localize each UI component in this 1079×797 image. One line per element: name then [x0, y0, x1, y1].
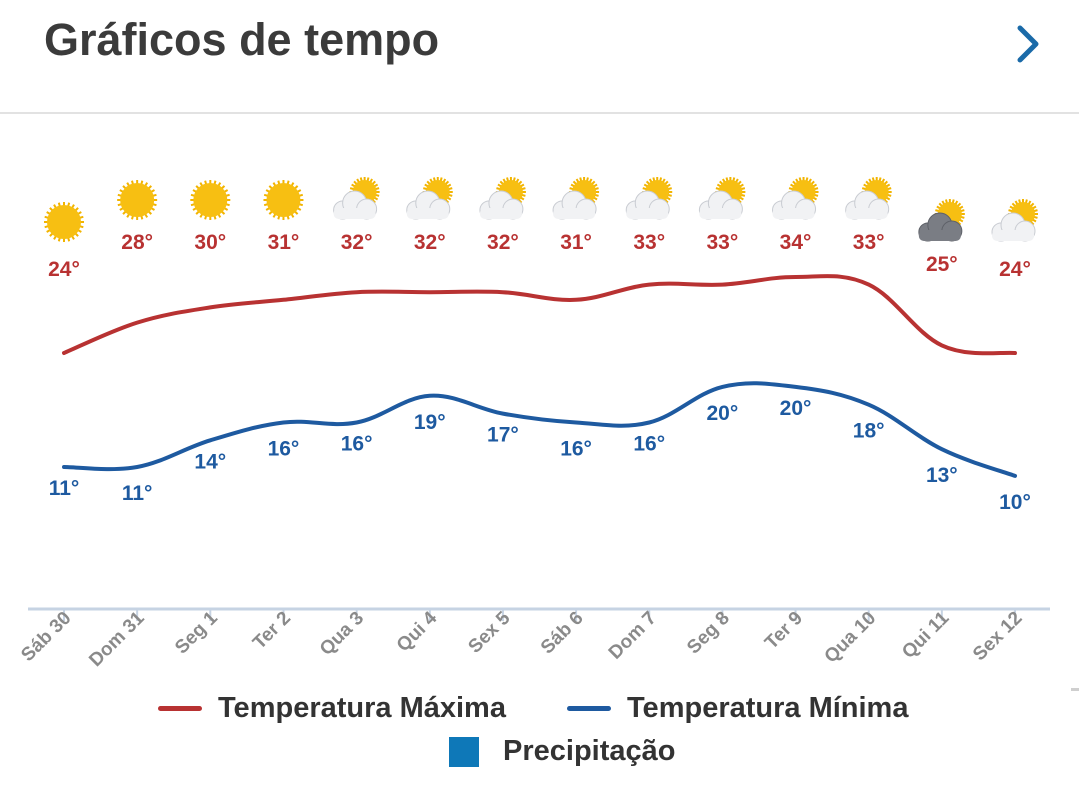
max-temp-label: 32°: [414, 231, 446, 254]
legend-max-line: [158, 706, 202, 711]
x-tick-label: Seg 8: [683, 608, 734, 659]
sun-icon: [190, 180, 231, 220]
legend-min-line: [567, 706, 611, 711]
legend-min-label: Temperatura Mínima: [627, 692, 909, 724]
legend: Temperatura Máxima Temperatura Mínima Pr…: [0, 680, 1079, 790]
x-tick-label: Dom 7: [605, 608, 661, 664]
series-line-max: [62, 274, 1017, 356]
cloud-part-icon: [479, 190, 524, 220]
min-temp-label: 17°: [487, 424, 519, 447]
min-temp-label: 11°: [122, 482, 153, 505]
sun-icon: [44, 202, 84, 242]
x-tick-label: Sex 5: [464, 607, 514, 657]
min-temp-label: 10°: [999, 491, 1031, 514]
max-temp-label: 32°: [487, 231, 519, 254]
series-line-min: [62, 381, 1017, 478]
partly-cloudy-icon: [333, 177, 380, 220]
cloud-part-icon: [991, 212, 1036, 242]
partly-cloudy-icon: [845, 177, 892, 220]
next-button[interactable]: [1010, 22, 1046, 66]
max-temp-label: 33°: [853, 231, 885, 254]
partly-cloudy-icon: [479, 177, 526, 220]
page-title: Gráficos de tempo: [44, 14, 440, 65]
min-temp-label: 20°: [707, 402, 739, 425]
min-temp-label: 16°: [268, 438, 300, 461]
cloud-part-icon: [918, 212, 963, 242]
legend-item-max[interactable]: Temperatura Máxima: [158, 692, 506, 725]
min-temp-label: 20°: [780, 397, 812, 420]
x-tick-label: Sex 12: [969, 608, 1026, 665]
min-temp-label: 19°: [414, 411, 446, 434]
cloud-part-icon: [552, 190, 597, 220]
sun-icon: [117, 180, 158, 220]
cloud-part-icon: [772, 190, 817, 220]
max-temp-label: 31°: [268, 231, 300, 254]
x-tick-label: Dom 31: [85, 607, 149, 671]
weather-chart: Sáb 30 Dom 31 Seg 1 Ter 2 Qua 3 Qui 4 Sex 5 Sáb…: [17, 177, 1050, 671]
legend-item-min[interactable]: Temperatura Mínima: [567, 692, 908, 725]
legend-max-label: Temperatura Máxima: [218, 692, 506, 724]
cloud-part-icon: [625, 190, 670, 220]
min-temp-label: 14°: [194, 450, 226, 473]
cloud-part-icon: [845, 190, 890, 220]
sun-icon: [263, 180, 304, 220]
cloud-part-icon: [698, 190, 743, 220]
x-tick-label: Qui 4: [393, 607, 442, 656]
min-temp-label: 11°: [49, 477, 80, 500]
partly-cloudy-icon: [552, 177, 600, 220]
legend-precip-box: [449, 736, 479, 767]
x-tick-label: Qua 10: [821, 608, 881, 668]
max-temp-label: 30°: [194, 231, 226, 254]
max-temp-label: 32°: [341, 231, 373, 254]
x-tick-label: Qua 3: [316, 608, 368, 660]
max-temp-label: 33°: [633, 231, 665, 254]
chevron-right-icon: [1017, 25, 1039, 63]
max-temp-label: 25°: [926, 253, 958, 276]
max-temp-label: 33°: [707, 231, 739, 254]
min-temp-label: 13°: [926, 464, 958, 487]
cloud-part-icon: [406, 190, 451, 220]
min-temp-label: 18°: [853, 420, 885, 443]
partly-cloudy-icon: [406, 177, 453, 220]
partly-cloudy-icon: [772, 177, 819, 220]
max-temp-label: 28°: [121, 231, 153, 254]
x-tick-label: Seg 1: [171, 607, 222, 658]
legend-precip-label: Precipitação: [503, 735, 676, 767]
x-tick-label: Sáb 30: [17, 608, 75, 666]
min-temp-label: 16°: [560, 438, 592, 461]
cloud-part-icon: [333, 190, 378, 220]
x-tick-label: Ter 9: [761, 608, 807, 654]
header: Gráficos de tempo: [0, 0, 1079, 114]
partly-cloudy-icon: [991, 199, 1038, 242]
min-temp-label: 16°: [341, 433, 373, 456]
x-tick-label: Sáb 6: [537, 608, 588, 659]
partly-cloudy-icon: [625, 177, 673, 220]
x-tick-label: Ter 2: [249, 608, 295, 654]
min-temp-label: 16°: [633, 433, 665, 456]
max-temp-label: 24°: [48, 258, 80, 281]
max-temp-label: 34°: [780, 231, 812, 254]
x-tick-label: Qui 11: [898, 607, 953, 662]
edge-mark: [1071, 688, 1079, 691]
dark-cloud-sun-icon: [918, 199, 965, 242]
partly-cloudy-icon: [698, 177, 746, 220]
max-temp-label: 24°: [999, 258, 1031, 281]
legend-item-precip[interactable]: Precipitação: [449, 735, 675, 768]
max-temp-label: 31°: [560, 231, 592, 254]
